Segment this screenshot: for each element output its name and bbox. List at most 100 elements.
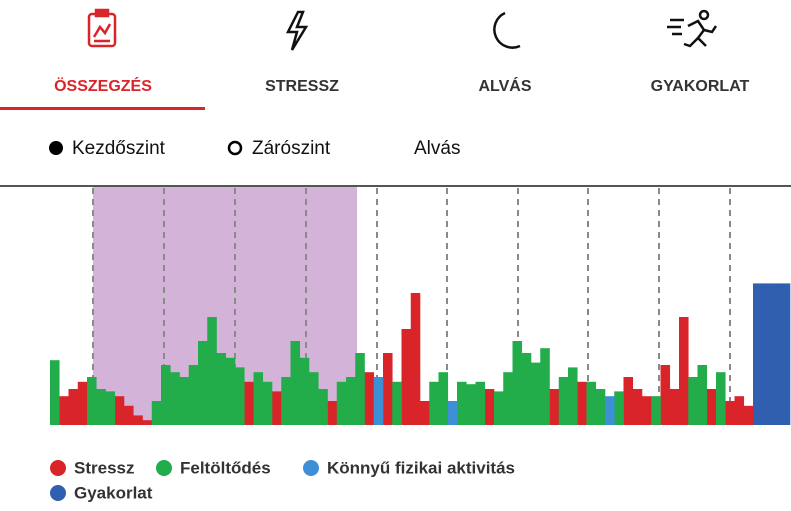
bar xyxy=(503,372,513,425)
bar xyxy=(87,377,97,425)
bar xyxy=(568,367,578,425)
bar xyxy=(96,389,106,425)
legend-label: Feltöltődés xyxy=(180,458,271,477)
bar xyxy=(586,381,597,425)
bar xyxy=(179,377,190,425)
bar xyxy=(521,353,532,425)
bar xyxy=(531,362,541,425)
bar xyxy=(383,353,393,425)
tab[interactable]: ALVÁS xyxy=(478,76,531,95)
bar xyxy=(355,353,365,425)
bar xyxy=(771,283,782,425)
bar xyxy=(669,389,680,425)
bar xyxy=(753,283,763,425)
bar xyxy=(725,401,735,425)
legend-swatch xyxy=(156,460,172,476)
bar xyxy=(216,353,227,425)
bar xyxy=(780,283,791,425)
bar xyxy=(743,405,754,425)
bar xyxy=(272,391,282,425)
bar xyxy=(299,357,310,425)
legend: Stressz Feltöltődés Könnyű fizikai aktivit… xyxy=(50,458,515,502)
bar xyxy=(697,365,708,425)
bar xyxy=(142,420,153,425)
end-marker-icon xyxy=(227,140,243,156)
bar xyxy=(762,283,772,425)
bar xyxy=(281,377,291,425)
marker-label: Kezdőszint xyxy=(72,138,166,159)
bar xyxy=(660,365,671,425)
bar xyxy=(632,389,643,425)
bar xyxy=(290,341,301,425)
sleep-icon xyxy=(493,11,521,49)
bar xyxy=(706,389,717,425)
bar xyxy=(114,396,125,425)
bar xyxy=(124,405,134,425)
bar xyxy=(558,377,569,425)
bar xyxy=(244,381,254,425)
tab[interactable]: STRESSZ xyxy=(265,78,339,95)
tab[interactable]: GYAKORLAT xyxy=(651,78,750,95)
bar xyxy=(457,381,467,425)
bar xyxy=(642,396,652,425)
bar xyxy=(595,389,606,425)
bar xyxy=(253,372,264,425)
stress-icon xyxy=(285,10,309,51)
marker-label: Alvás xyxy=(414,138,460,159)
bar xyxy=(77,381,88,425)
bar xyxy=(105,391,116,425)
legend-label: Gyakorlat xyxy=(74,483,153,502)
start-marker-icon xyxy=(49,141,63,155)
bar xyxy=(364,372,375,425)
legend-swatch xyxy=(303,460,319,476)
bar xyxy=(198,341,208,425)
bar xyxy=(50,360,60,425)
bar xyxy=(151,401,162,425)
legend-swatch xyxy=(50,485,66,501)
legend-swatch xyxy=(50,460,66,476)
bar xyxy=(447,401,458,425)
marker-label: Zárószint xyxy=(252,138,331,159)
bar xyxy=(392,381,402,425)
bar xyxy=(401,329,412,425)
bar xyxy=(207,317,217,425)
bar xyxy=(318,389,328,425)
bar xyxy=(309,372,319,425)
bar xyxy=(327,401,338,425)
bar xyxy=(235,367,245,425)
bar xyxy=(484,389,495,425)
bar xyxy=(438,372,449,425)
bar xyxy=(373,377,384,425)
bar xyxy=(475,381,486,425)
bar xyxy=(68,389,79,425)
bar xyxy=(679,317,689,425)
bar xyxy=(420,401,430,425)
bar xyxy=(410,293,421,425)
bar xyxy=(466,384,476,425)
bar xyxy=(623,377,634,425)
bar xyxy=(688,377,698,425)
bar xyxy=(133,415,143,425)
bars xyxy=(50,283,791,425)
bar xyxy=(188,365,199,425)
bar xyxy=(651,396,661,425)
legend-label: Könnyű fizikai aktivitás xyxy=(327,458,515,477)
bar xyxy=(346,377,356,425)
legend-label: Stressz xyxy=(74,458,134,477)
summary-icon xyxy=(87,8,117,48)
bar xyxy=(336,381,347,425)
bar xyxy=(429,381,439,425)
bar xyxy=(262,381,273,425)
bar xyxy=(716,372,726,425)
tab[interactable]: ÖSSZEGZÉS xyxy=(54,76,152,95)
bar xyxy=(577,381,587,425)
bar xyxy=(59,396,69,425)
bar xyxy=(494,391,504,425)
bar xyxy=(549,389,560,425)
bar xyxy=(614,391,624,425)
bar xyxy=(225,357,236,425)
exercise-icon xyxy=(667,9,718,48)
bar xyxy=(512,341,523,425)
bar xyxy=(734,396,745,425)
